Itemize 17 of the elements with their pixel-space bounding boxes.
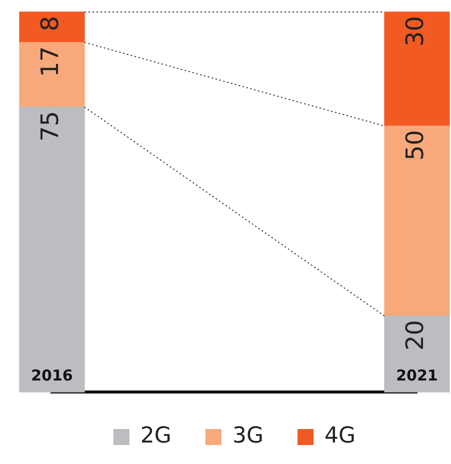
legend-label: 3G [232,424,264,449]
data-label: 50 [401,130,430,161]
data-label: 17 [36,46,64,77]
bar [19,12,85,43]
bar [19,42,85,108]
data-label: 20 [401,320,430,351]
bar [384,316,450,392]
data-label: 75 [36,111,64,142]
bar [19,106,85,392]
legend-label: 2G [140,424,172,449]
x-tick-label: 2016 [31,366,73,384]
bar [384,126,450,316]
x-tick-label: 2021 [396,366,438,384]
data-label: 8 [36,16,64,32]
data-label: 30 [401,16,430,47]
bar [384,12,450,126]
legend-label: 4G [324,424,356,449]
